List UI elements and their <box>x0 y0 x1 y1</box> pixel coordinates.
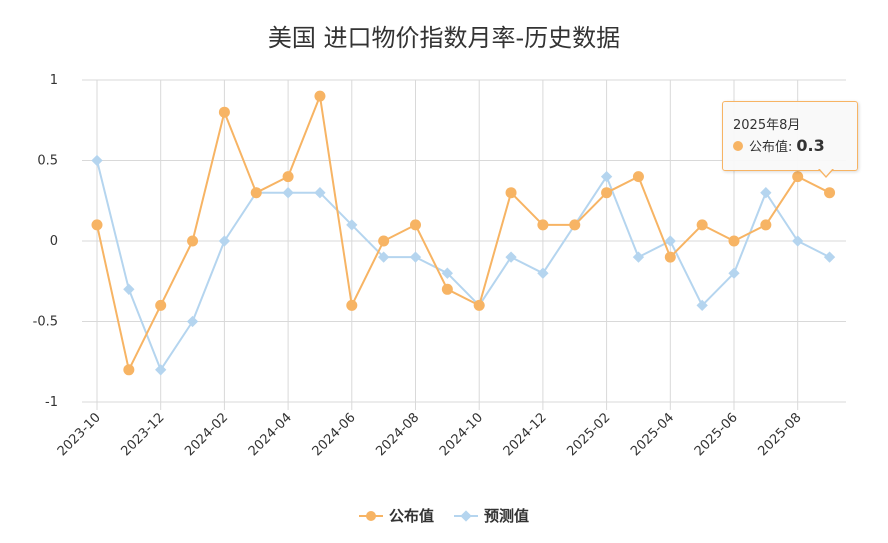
data-point-forecast <box>664 235 676 247</box>
x-tick-label: 2024-12 <box>501 410 550 459</box>
x-tick-label: 2023-12 <box>119 410 168 459</box>
data-point-forecast <box>314 187 326 199</box>
data-point-published <box>218 106 230 118</box>
x-tick-label: 2023-10 <box>55 410 104 459</box>
tooltip-row: 公布值: 0.3 <box>733 136 825 155</box>
legend-swatch-published <box>358 510 383 522</box>
y-tick-label: -1 <box>45 395 58 410</box>
data-point-published <box>760 219 772 231</box>
data-point-forecast <box>792 235 804 247</box>
data-point-forecast <box>218 235 231 247</box>
data-point-forecast <box>505 251 517 263</box>
data-point-published <box>378 235 390 247</box>
tooltip-date: 2025年8月 <box>733 118 801 133</box>
y-tick-label: 1 <box>50 73 58 88</box>
data-point-published <box>314 90 326 102</box>
x-tick-label: 2025-02 <box>564 410 613 459</box>
data-point-published <box>282 171 294 183</box>
data-point-published <box>250 187 262 199</box>
x-tick-label: 2025-08 <box>756 410 805 459</box>
tooltip-value: 0.3 <box>796 136 825 155</box>
data-tooltip: 2025年8月 公布值: 0.3 <box>722 101 858 171</box>
data-point-forecast <box>409 251 422 263</box>
legend-label-published: 公布值 <box>388 507 434 525</box>
x-tick-label: 2025-06 <box>692 410 741 459</box>
data-point-published <box>155 299 167 311</box>
x-tick-label: 2024-10 <box>437 410 486 459</box>
data-point-forecast <box>186 315 199 328</box>
series-line-published <box>96 95 831 371</box>
data-point-published <box>792 171 804 183</box>
y-tick-label: 0.5 <box>37 154 58 169</box>
x-tick-label: 2024-06 <box>310 410 359 459</box>
data-point-published <box>728 235 740 247</box>
data-point-published <box>91 219 103 231</box>
data-point-forecast <box>696 299 708 312</box>
data-point-published <box>123 364 135 376</box>
data-point-published <box>537 219 549 231</box>
data-point-published <box>187 235 199 247</box>
chart-title: 美国 进口物价指数月率-历史数据 <box>267 24 621 52</box>
data-point-published <box>410 219 421 231</box>
tooltip-series-label: 公布值: <box>749 140 793 155</box>
data-point-published <box>346 299 358 311</box>
data-point-published <box>664 251 676 263</box>
x-tick-label: 2025-04 <box>628 410 677 459</box>
y-tick-label: 0 <box>50 234 58 249</box>
legend-label-forecast: 预测值 <box>484 507 530 525</box>
data-point-forecast <box>760 187 772 199</box>
data-point-forecast <box>123 283 135 295</box>
data-point-forecast <box>823 251 836 263</box>
data-point-forecast <box>441 267 454 279</box>
data-point-forecast <box>632 251 645 263</box>
y-tick-label: -0.5 <box>33 315 58 330</box>
data-point-published <box>569 219 581 231</box>
data-point-published <box>824 187 836 199</box>
tooltip-arrow-inner <box>819 168 833 176</box>
data-point-published <box>505 187 517 199</box>
data-point-published <box>601 187 613 199</box>
data-point-forecast <box>155 364 167 376</box>
series-line-forecast <box>96 160 831 371</box>
data-point-published <box>441 283 453 295</box>
data-point-forecast <box>600 170 613 183</box>
data-point-forecast <box>377 251 390 263</box>
chart-legend: 公布值 预测值 <box>0 505 888 526</box>
legend-item-published[interactable]: 公布值 <box>358 505 434 526</box>
data-point-forecast <box>537 267 549 279</box>
data-point-published <box>632 171 644 183</box>
legend-item-forecast[interactable]: 预测值 <box>454 505 529 526</box>
legend-swatch-forecast <box>454 509 478 522</box>
data-point-forecast <box>282 187 294 199</box>
data-point-published <box>473 299 485 311</box>
data-point-published <box>696 219 708 231</box>
x-tick-label: 2024-04 <box>246 410 295 459</box>
x-tick-label: 2024-08 <box>373 410 422 459</box>
tooltip-marker <box>733 140 743 151</box>
data-point-forecast <box>346 219 358 231</box>
data-point-forecast <box>728 267 740 279</box>
x-tick-label: 2024-02 <box>182 410 231 459</box>
data-point-forecast <box>91 154 103 167</box>
